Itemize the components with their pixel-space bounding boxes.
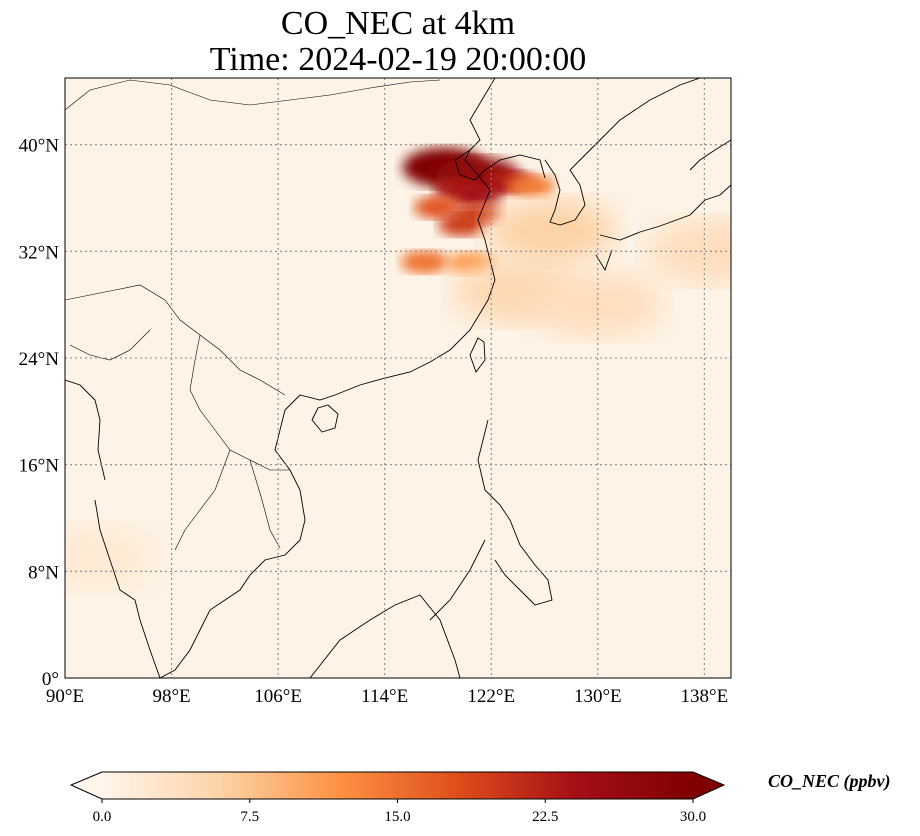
colorbar: 0.0 7.5 15.0 22.5 30.0 xyxy=(69,771,726,825)
colorbar-tick-label: 22.5 xyxy=(532,809,558,825)
colorbar-extend-min xyxy=(71,772,102,799)
colorbar-tick-label: 30.0 xyxy=(680,809,706,825)
map-title-line1: CO_NEC at 4km xyxy=(280,5,516,42)
coastline-philippines xyxy=(429,419,553,621)
lon-tick-label: 114°E xyxy=(361,686,408,707)
colorbar-tick-label: 15.0 xyxy=(384,809,410,825)
coastline-japan xyxy=(595,139,731,272)
coastline-burma xyxy=(65,379,106,481)
plume-11 xyxy=(487,199,616,264)
lat-tick-label: 16°N xyxy=(19,456,60,477)
lon-tick-label: 90°E xyxy=(46,686,84,707)
coastline-korea xyxy=(544,78,701,226)
coastline-borneo xyxy=(309,594,461,678)
gridlines xyxy=(65,78,731,678)
colorbar-label: CO_NEC (ppbv) xyxy=(768,771,891,791)
colorbar-extend-max xyxy=(693,772,724,799)
plume-15 xyxy=(65,526,156,590)
lat-tick-label: 24°N xyxy=(19,349,60,370)
colorbar-gradient xyxy=(102,772,693,799)
co-concentration-field xyxy=(65,147,731,590)
plume-8 xyxy=(453,202,502,226)
plume-6 xyxy=(413,196,462,219)
lon-tick-label: 98°E xyxy=(152,686,190,707)
borders xyxy=(65,79,441,551)
plot-area xyxy=(65,78,731,678)
coastline-bohai xyxy=(454,149,546,181)
lat-tick-label: 0° xyxy=(42,669,59,690)
lat-tick-label: 32°N xyxy=(19,242,60,263)
colorbar-tick-label: 0.0 xyxy=(93,809,112,825)
plume-14 xyxy=(647,219,731,284)
latitude-ticks: 0° 8°N 16°N 24°N 32°N 40°N xyxy=(19,136,60,690)
colorbar-ticks: 0.0 7.5 15.0 22.5 30.0 xyxy=(93,799,706,825)
map-title-line2: Time: 2024-02-19 20:00:00 xyxy=(209,41,587,78)
lon-tick-label: 106°E xyxy=(254,686,302,707)
coastline-malay xyxy=(94,499,161,678)
lat-tick-label: 40°N xyxy=(19,136,60,157)
lon-tick-label: 138°E xyxy=(681,686,729,707)
coastline-hainan xyxy=(311,404,339,433)
coastline-taiwan xyxy=(469,337,486,373)
plot-frame xyxy=(64,77,732,679)
lon-tick-label: 130°E xyxy=(574,686,622,707)
plume-9 xyxy=(400,250,449,274)
coastline-mainland xyxy=(159,78,496,678)
plume-3 xyxy=(507,174,556,198)
coastlines xyxy=(65,78,731,678)
longitude-ticks: 90°E 98°E 106°E 114°E 122°E 130°E 138°E xyxy=(46,686,728,707)
lon-tick-label: 122°E xyxy=(467,686,515,707)
lat-tick-label: 8°N xyxy=(28,562,59,583)
colorbar-tick-label: 7.5 xyxy=(240,809,259,825)
